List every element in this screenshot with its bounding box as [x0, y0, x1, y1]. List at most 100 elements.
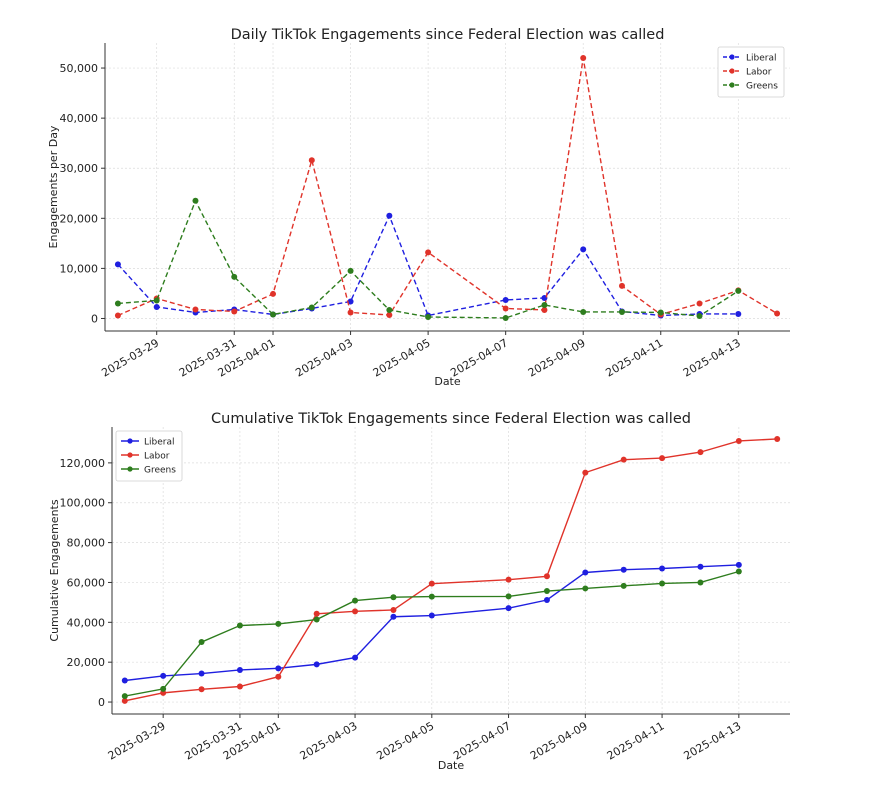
data-point-liberal	[697, 564, 703, 570]
data-point-greens	[659, 580, 665, 586]
data-point-greens	[619, 309, 625, 315]
x-tick-label: 2025-04-13	[681, 336, 743, 379]
data-point-liberal	[506, 605, 512, 611]
data-point-greens	[348, 268, 354, 274]
data-point-greens	[580, 309, 586, 315]
data-point-labor	[774, 436, 780, 442]
data-point-greens	[506, 593, 512, 599]
x-axis-label: Date	[434, 375, 461, 388]
data-point-labor	[697, 300, 703, 306]
data-point-liberal	[314, 661, 320, 667]
x-tick-label: 2025-04-11	[603, 336, 665, 379]
x-tick-label: 2025-04-03	[298, 719, 360, 762]
y-tick-label: 0	[91, 312, 98, 325]
data-point-labor	[544, 573, 550, 579]
x-tick-label: 2025-04-03	[293, 336, 355, 379]
data-point-greens	[352, 598, 358, 604]
data-point-liberal	[735, 311, 741, 317]
data-point-labor	[115, 312, 121, 318]
data-point-labor	[390, 607, 396, 613]
data-point-greens	[582, 585, 588, 591]
y-axis-label: Engagements per Day	[47, 125, 60, 248]
series-line-greens	[125, 571, 739, 696]
data-point-greens	[386, 307, 392, 313]
legend-label: Labor	[144, 452, 170, 462]
legend-label: Labor	[746, 68, 772, 78]
data-point-greens	[503, 315, 509, 321]
data-point-liberal	[621, 567, 627, 573]
data-point-liberal	[352, 655, 358, 661]
data-point-labor	[621, 457, 627, 463]
x-tick-label: 2025-04-05	[374, 719, 436, 762]
legend-swatch-marker	[729, 54, 734, 59]
y-axis-label: Cumulative Engagements	[48, 499, 61, 641]
data-point-greens	[541, 302, 547, 308]
data-point-labor	[348, 309, 354, 315]
data-point-labor	[659, 455, 665, 461]
data-point-liberal	[275, 665, 281, 671]
data-point-greens	[270, 311, 276, 317]
x-tick-label: 2025-04-05	[371, 336, 433, 379]
data-point-greens	[735, 288, 741, 294]
data-point-greens	[154, 297, 160, 303]
data-point-greens	[192, 198, 198, 204]
data-point-labor	[425, 249, 431, 255]
data-point-liberal	[429, 613, 435, 619]
data-point-labor	[736, 438, 742, 444]
data-point-greens	[275, 621, 281, 627]
data-point-greens	[237, 623, 243, 629]
data-point-labor	[309, 157, 315, 163]
legend-swatch-marker	[127, 466, 132, 471]
data-point-liberal	[160, 673, 166, 679]
data-point-labor	[231, 308, 237, 314]
legend-swatch-marker	[127, 452, 132, 457]
y-tick-label: 30,000	[60, 162, 99, 175]
x-tick-label: 2025-03-29	[99, 336, 161, 379]
data-point-greens	[314, 617, 320, 623]
data-point-labor	[580, 55, 586, 61]
data-point-greens	[390, 594, 396, 600]
data-point-liberal	[237, 667, 243, 673]
x-tick-label: 2025-04-11	[605, 719, 667, 762]
legend: Liberal Labor Greens	[116, 431, 182, 481]
chart-1: 0 10,000 20,000 30,000 40,000 50,000 2025-03-2…	[47, 27, 790, 388]
data-point-labor	[429, 581, 435, 587]
legend: Liberal Labor Greens	[718, 47, 784, 97]
data-point-greens	[429, 594, 435, 600]
data-point-liberal	[390, 614, 396, 620]
x-tick-label: 2025-03-29	[106, 719, 168, 762]
y-tick-label: 50,000	[60, 62, 99, 75]
legend-label: Liberal	[746, 54, 776, 64]
y-tick-label: 0	[98, 696, 105, 709]
data-point-labor	[697, 449, 703, 455]
y-tick-label: 120,000	[60, 457, 106, 470]
data-point-liberal	[544, 597, 550, 603]
data-point-labor	[192, 306, 198, 312]
chart-title: Daily TikTok Engagements since Federal E…	[231, 27, 665, 43]
data-point-labor	[314, 611, 320, 617]
legend-swatch-marker	[729, 68, 734, 73]
y-tick-label: 60,000	[67, 576, 106, 589]
data-point-liberal	[122, 678, 128, 684]
data-point-labor	[503, 305, 509, 311]
legend-swatch-marker	[729, 82, 734, 87]
chart-2: 020,00040,00060,00080,000100,000120,0002…	[48, 411, 790, 772]
y-tick-label: 20,000	[67, 656, 106, 669]
data-point-greens	[621, 583, 627, 589]
y-tick-label: 40,000	[60, 112, 99, 125]
legend-label: Greens	[144, 466, 176, 476]
data-point-labor	[352, 608, 358, 614]
data-point-liberal	[580, 246, 586, 252]
data-point-labor	[774, 310, 780, 316]
data-point-greens	[199, 639, 205, 645]
data-point-greens	[122, 693, 128, 699]
data-point-greens	[736, 568, 742, 574]
data-point-liberal	[115, 261, 121, 267]
y-tick-label: 20,000	[60, 212, 99, 225]
data-point-labor	[199, 686, 205, 692]
data-point-greens	[697, 313, 703, 319]
series-line-labor	[125, 439, 777, 701]
data-point-liberal	[199, 671, 205, 677]
data-point-labor	[619, 283, 625, 289]
